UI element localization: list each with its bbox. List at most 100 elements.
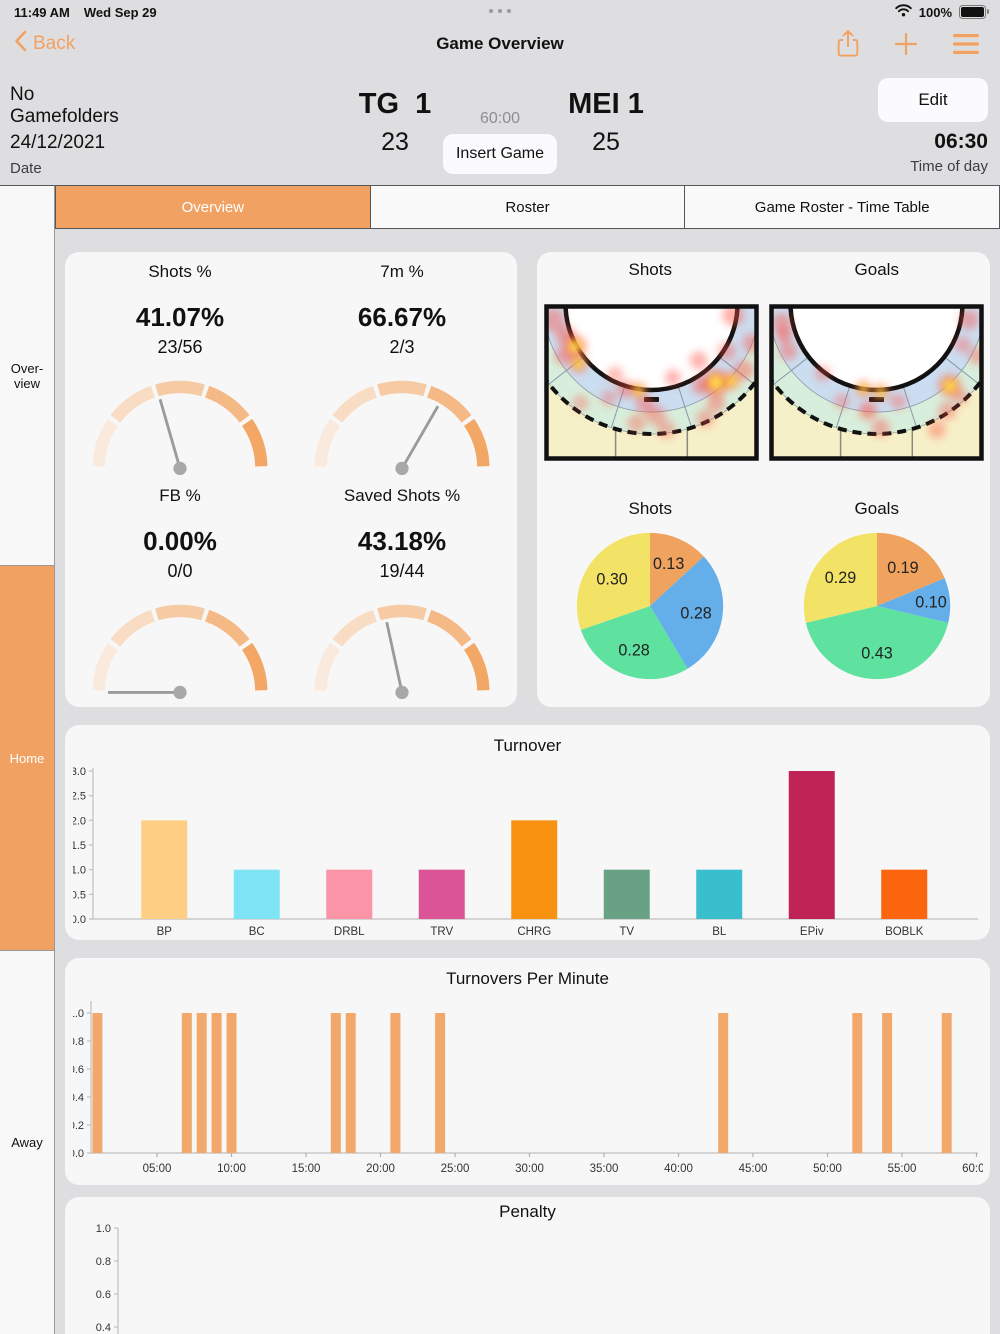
share-icon[interactable] xyxy=(836,29,860,64)
tab-roster[interactable]: Roster xyxy=(369,186,685,228)
svg-text:25:00: 25:00 xyxy=(440,1163,469,1175)
turnovers-per-minute-panel: Turnovers Per Minute 0.0 0.2 0.4 0.6 0.8 1.0 0… xyxy=(65,958,990,1185)
svg-text:0.28: 0.28 xyxy=(681,604,712,622)
goals-pie-title: Goals xyxy=(854,499,899,518)
gauge-fraction: 0/0 xyxy=(167,561,193,581)
svg-text:BOBLK: BOBLK xyxy=(885,926,924,938)
gauge-title: Saved Shots % xyxy=(343,486,461,505)
svg-text:0.13: 0.13 xyxy=(653,555,684,573)
penalty-panel: Penalty 1.00.80.60.40.20.0 xyxy=(65,1197,990,1334)
nav-bar: Back Game Overview xyxy=(0,24,1000,68)
svg-text:10:00: 10:00 xyxy=(217,1163,246,1175)
svg-text:CHRG: CHRG xyxy=(517,926,551,938)
sidebar-item-away[interactable]: Away xyxy=(11,1135,43,1150)
turnover-panel: Turnover 0.0 0.5 1.0 1.5 2.0 2.5 3.0 BP BC DRBL TR… xyxy=(65,725,990,940)
svg-text:35:00: 35:00 xyxy=(589,1163,618,1175)
svg-text:EPiv: EPiv xyxy=(799,926,823,938)
insert-game-button[interactable]: Insert Game xyxy=(443,134,557,174)
time-of-day-caption: Time of day xyxy=(910,158,988,175)
date-caption: Date xyxy=(10,160,42,177)
svg-text:TRV: TRV xyxy=(430,926,453,938)
svg-text:0.4: 0.4 xyxy=(73,1092,84,1104)
svg-text:DRBL: DRBL xyxy=(333,926,364,938)
gauge-fraction: 2/3 xyxy=(389,337,415,357)
svg-text:1.5: 1.5 xyxy=(73,840,86,852)
svg-text:0.0: 0.0 xyxy=(73,1148,84,1160)
tab-bar: Overview Roster Game Roster - Time Table xyxy=(55,185,1000,229)
penalty-chart: 1.00.80.60.40.20.0 xyxy=(65,1221,990,1334)
plus-icon[interactable] xyxy=(894,32,918,61)
shots-pie-title: Shots xyxy=(628,499,672,518)
svg-text:1.0: 1.0 xyxy=(73,1008,84,1020)
gauge-value: 66.67% xyxy=(357,302,447,332)
svg-text:05:00: 05:00 xyxy=(142,1163,171,1175)
shots-pie-chart: 0.13 0.28 0.28 0.30 xyxy=(574,530,726,687)
svg-text:1.0: 1.0 xyxy=(73,865,86,877)
edit-button[interactable]: Edit xyxy=(878,78,988,122)
svg-text:BP: BP xyxy=(156,926,172,938)
svg-text:0.29: 0.29 xyxy=(825,569,856,587)
percentages-panel: Shots % 41.07% 23/56 7m % 66.67% 2/3 FB … xyxy=(65,252,517,707)
turnover-chart: 0.0 0.5 1.0 1.5 2.0 2.5 3.0 BP BC DRBL TRV CHRG TV BL… xyxy=(65,760,990,940)
shots-percent-gauge: Shots % 41.07% 23/56 xyxy=(69,258,291,482)
goals-heatmap-title: Goals xyxy=(854,260,899,279)
svg-text:30:00: 30:00 xyxy=(515,1163,544,1175)
game-header: No Gamefolders 24/12/2021 Date TG 1 23 6… xyxy=(0,68,1000,182)
saved-shots-percent-gauge: Saved Shots % 43.18% 19/44 xyxy=(291,482,513,706)
battery-percent: 100% xyxy=(918,4,952,20)
svg-text:0.28: 0.28 xyxy=(619,641,650,659)
home-team-name: TG 1 xyxy=(358,88,432,120)
shot-charts-panel: Shots Goals Shots Goals 0.13 0.28 0.28 0.30… xyxy=(537,252,990,707)
svg-text:45:00: 45:00 xyxy=(738,1163,767,1175)
svg-text:BC: BC xyxy=(248,926,264,938)
shots-heatmap-title: Shots xyxy=(628,260,672,279)
svg-text:0.43: 0.43 xyxy=(861,644,892,662)
back-button[interactable]: Back xyxy=(14,30,75,58)
gauge-value: 41.07% xyxy=(135,302,225,332)
clock: 11:49 AM xyxy=(14,4,70,20)
svg-text:15:00: 15:00 xyxy=(291,1163,320,1175)
fb-percent-gauge: FB % 0.00% 0/0 xyxy=(69,482,291,706)
svg-text:0.0: 0.0 xyxy=(73,914,86,926)
svg-text:0.8: 0.8 xyxy=(73,1036,84,1048)
tab-game-roster-time-table[interactable]: Game Roster - Time Table xyxy=(684,186,1000,228)
away-team-name: MEI 1 xyxy=(568,88,644,120)
svg-text:0.19: 0.19 xyxy=(887,559,918,577)
battery-icon xyxy=(959,5,989,19)
side-nav: Over-view Home Away xyxy=(0,185,55,1334)
svg-text:2.5: 2.5 xyxy=(73,791,86,803)
svg-text:0.2: 0.2 xyxy=(73,1120,84,1132)
sidebar-item-overview[interactable]: Over-view xyxy=(0,186,54,566)
svg-text:0.6: 0.6 xyxy=(95,1289,110,1301)
svg-text:20:00: 20:00 xyxy=(366,1163,395,1175)
svg-text:0.30: 0.30 xyxy=(597,571,628,589)
gauge-fraction: 23/56 xyxy=(157,337,203,357)
svg-text:TV: TV xyxy=(619,926,634,938)
goals-pie-chart: 0.19 0.10 0.43 0.29 xyxy=(801,530,953,687)
page-title: Game Overview xyxy=(436,34,564,53)
away-team-score: 25 xyxy=(592,128,620,156)
svg-text:2.0: 2.0 xyxy=(73,815,86,827)
three-dots-handle xyxy=(489,9,511,13)
gauge-title: Shots % xyxy=(148,262,212,281)
time-of-day-value: 06:30 xyxy=(934,130,988,153)
svg-text:60:00: 60:00 xyxy=(962,1163,983,1175)
hamburger-icon[interactable] xyxy=(952,33,980,59)
sidebar-item-home[interactable]: Home xyxy=(0,566,54,951)
sevenm-percent-gauge: 7m % 66.67% 2/3 xyxy=(291,258,513,482)
gamefolder-label: No Gamefolders xyxy=(10,84,119,127)
gauge-value: 0.00% xyxy=(143,526,217,556)
turnover-chart-title: Turnover xyxy=(493,736,562,755)
turnovers-per-minute-title: Turnovers Per Minute xyxy=(446,969,609,988)
penalty-chart-title: Penalty xyxy=(499,1202,556,1221)
svg-text:55:00: 55:00 xyxy=(887,1163,916,1175)
tab-overview[interactable]: Overview xyxy=(55,186,370,228)
svg-text:BL: BL xyxy=(712,926,727,938)
gauge-value: 43.18% xyxy=(357,526,447,556)
gauge-fraction: 19/44 xyxy=(379,561,425,581)
game-clock: 60:00 xyxy=(479,110,521,127)
svg-text:0.6: 0.6 xyxy=(73,1064,84,1076)
svg-text:0.10: 0.10 xyxy=(915,593,946,611)
gauge-title: 7m % xyxy=(380,262,424,281)
